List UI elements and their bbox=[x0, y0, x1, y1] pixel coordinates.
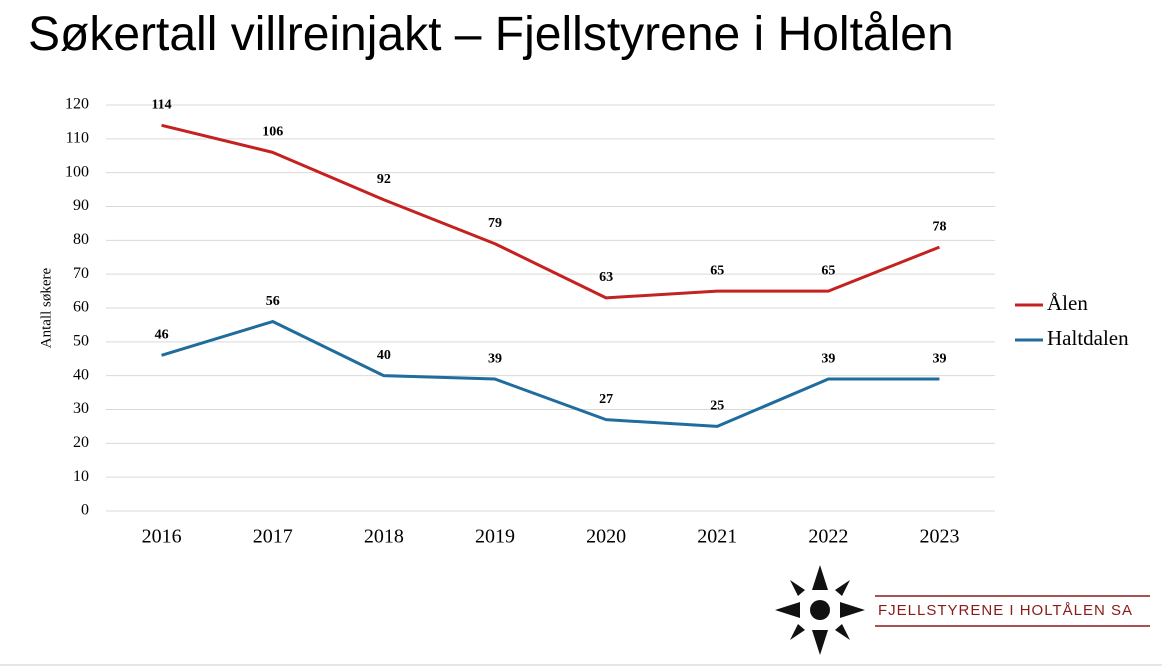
logo: FJELLSTYRENE I HOLTÅLEN SA bbox=[775, 565, 1150, 655]
x-tick-label: 2020 bbox=[586, 526, 626, 548]
y-tick-label: 10 bbox=[73, 468, 89, 485]
y-tick-label: 100 bbox=[65, 163, 89, 180]
data-label: 78 bbox=[932, 219, 946, 234]
data-label: 65 bbox=[821, 263, 835, 278]
y-tick-label: 50 bbox=[73, 333, 89, 350]
data-label: 27 bbox=[599, 392, 613, 407]
y-tick-label: 120 bbox=[65, 96, 89, 113]
y-tick-label: 0 bbox=[81, 502, 89, 519]
y-tick-label: 40 bbox=[73, 366, 89, 383]
y-tick-label: 80 bbox=[73, 231, 89, 248]
y-tick-label: 90 bbox=[73, 197, 89, 214]
data-label: 39 bbox=[488, 351, 502, 366]
x-tick-label: 2023 bbox=[919, 526, 959, 548]
data-label: 65 bbox=[710, 263, 724, 278]
y-tick-label: 30 bbox=[73, 400, 89, 417]
data-label: 25 bbox=[710, 399, 724, 414]
y-tick-label: 20 bbox=[73, 434, 89, 451]
data-label: 106 bbox=[262, 125, 283, 140]
chart-title: Søkertall villreinjakt – Fjellstyrene i … bbox=[28, 8, 954, 61]
logo-icon bbox=[790, 580, 805, 596]
y-tick-label: 110 bbox=[66, 130, 89, 147]
x-tick-label: 2017 bbox=[253, 526, 293, 548]
logo-icon bbox=[835, 624, 850, 640]
data-label: 79 bbox=[488, 216, 502, 231]
series-line bbox=[161, 320, 940, 428]
series-line bbox=[161, 123, 940, 300]
data-label: 39 bbox=[821, 351, 835, 366]
x-tick-label: 2018 bbox=[364, 526, 404, 548]
data-label: 56 bbox=[266, 294, 280, 309]
data-label: 92 bbox=[377, 172, 391, 187]
logo-icon bbox=[812, 630, 828, 655]
data-label: 114 bbox=[151, 98, 171, 113]
data-label: 63 bbox=[599, 270, 613, 285]
logo-icon bbox=[810, 600, 830, 620]
data-label: 40 bbox=[377, 348, 391, 363]
logo-icon bbox=[790, 624, 805, 640]
logo-icon bbox=[775, 602, 800, 618]
legend-label: Ålen bbox=[1047, 291, 1088, 315]
x-tick-label: 2021 bbox=[697, 526, 737, 548]
logo-icon bbox=[812, 565, 828, 590]
legend-label: Haltdalen bbox=[1047, 326, 1129, 350]
logo-icon bbox=[840, 602, 865, 618]
data-label: 46 bbox=[155, 328, 169, 343]
y-axis-title: Antall søkere bbox=[38, 267, 54, 348]
y-tick-label: 70 bbox=[73, 265, 89, 282]
x-tick-label: 2016 bbox=[142, 526, 182, 548]
logo-text: FJELLSTYRENE I HOLTÅLEN SA bbox=[878, 602, 1133, 619]
y-tick-label: 60 bbox=[73, 299, 89, 316]
data-label: 39 bbox=[932, 351, 946, 366]
x-tick-label: 2019 bbox=[475, 526, 515, 548]
logo-icon bbox=[835, 580, 850, 596]
x-tick-label: 2022 bbox=[808, 526, 848, 548]
